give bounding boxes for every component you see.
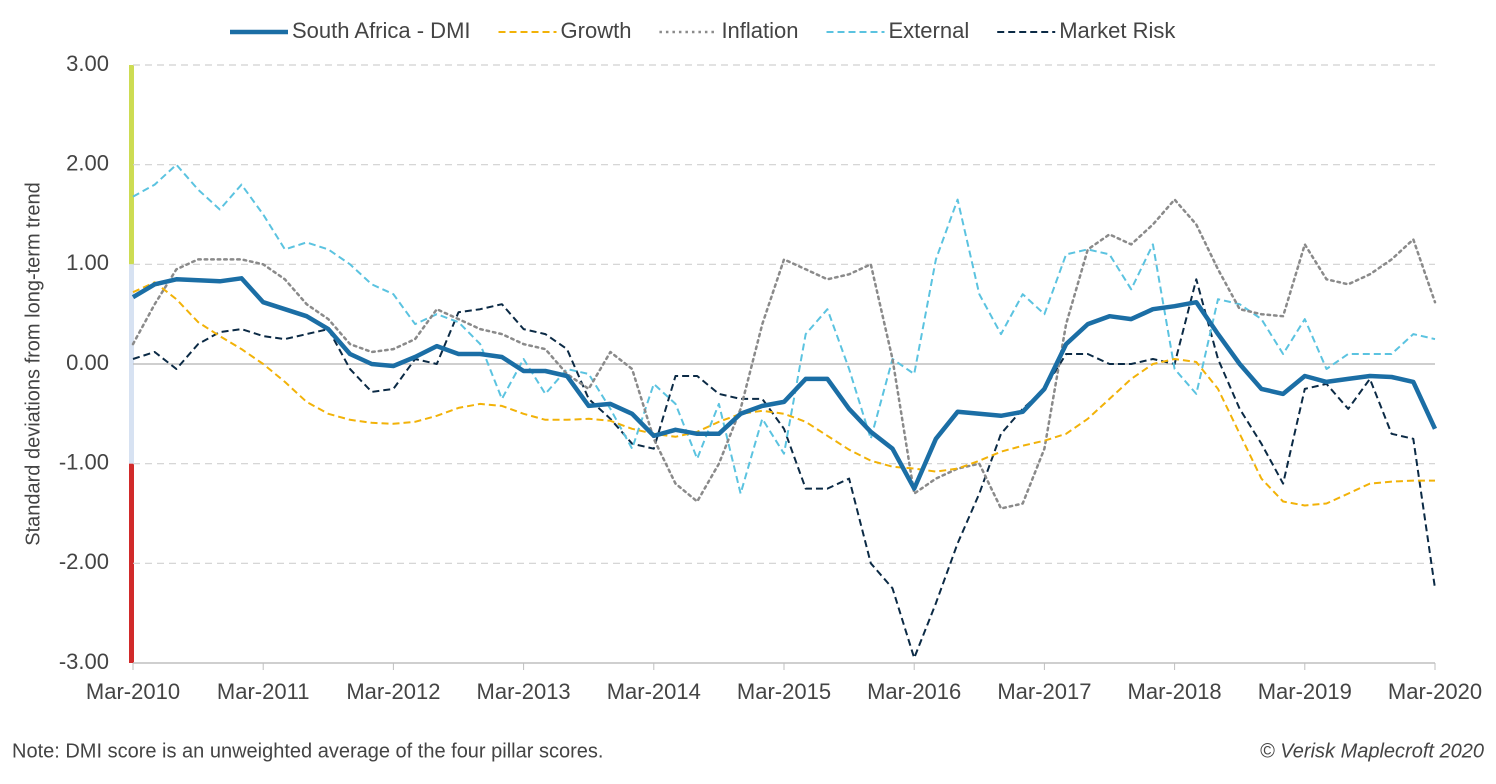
threshold-band xyxy=(129,463,134,663)
y-tick-label: 1.00 xyxy=(66,250,109,275)
legend-label: South Africa - DMI xyxy=(292,18,471,43)
threshold-band xyxy=(129,65,134,265)
series-line xyxy=(132,281,1435,507)
x-tick-label: Mar-2019 xyxy=(1258,679,1352,704)
note: Note: DMI score is an unweighted average… xyxy=(12,740,603,762)
series-line xyxy=(132,278,1436,659)
x-tick-label: Mar-2015 xyxy=(737,679,831,704)
x-tick-label: Mar-2016 xyxy=(867,679,961,704)
legend-label: External xyxy=(889,18,970,43)
y-tick-label: -2.00 xyxy=(59,549,109,574)
y-tick-label: 0.00 xyxy=(66,350,109,375)
series-line xyxy=(132,163,1436,495)
x-tick-label: Mar-2012 xyxy=(346,679,440,704)
legend-label: Growth xyxy=(561,18,632,43)
x-tick-label: Mar-2017 xyxy=(997,679,1091,704)
x-tick-label: Mar-2014 xyxy=(607,679,701,704)
series-line xyxy=(131,198,1437,510)
legend-label: Inflation xyxy=(721,18,798,43)
x-tick-label: Mar-2013 xyxy=(477,679,571,704)
x-tick-label: Mar-2018 xyxy=(1128,679,1222,704)
y-tick-label: -1.00 xyxy=(59,449,109,474)
y-tick-label: 2.00 xyxy=(66,150,109,175)
y-axis-label: Standard deviations from long-term trend xyxy=(22,182,44,546)
x-tick-label: Mar-2020 xyxy=(1388,679,1482,704)
y-tick-label: -3.00 xyxy=(59,649,109,674)
legend-label: Market Risk xyxy=(1059,18,1176,43)
credit: © Verisk Maplecroft 2020 xyxy=(1260,740,1484,762)
x-tick-label: Mar-2010 xyxy=(86,679,180,704)
threshold-band xyxy=(129,264,134,464)
x-tick-label: Mar-2011 xyxy=(217,679,310,704)
y-tick-label: 3.00 xyxy=(66,51,109,76)
series-line xyxy=(131,276,1438,491)
